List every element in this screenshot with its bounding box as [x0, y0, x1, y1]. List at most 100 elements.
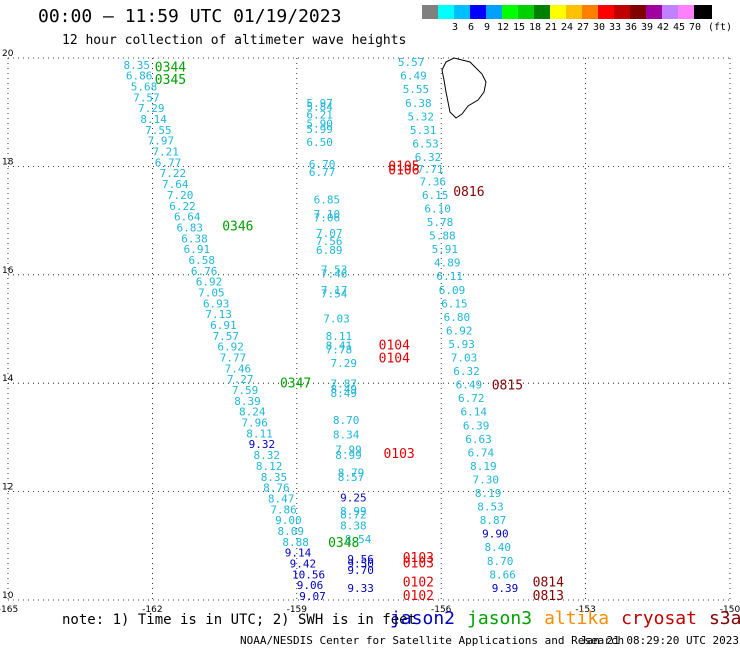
- wave-height-value: 9.33: [347, 582, 374, 595]
- wave-height-value: 10.56: [292, 568, 325, 581]
- wave-height-value: 6.70: [309, 158, 336, 171]
- scale-label: 3: [451, 22, 459, 33]
- wave-height-value: 7.27: [227, 373, 254, 386]
- pass-time-label: 0106: [388, 164, 419, 179]
- scale-swatch: [486, 5, 504, 19]
- wave-height-value: 8.19: [470, 460, 497, 473]
- pass-time-label: 0816: [453, 185, 484, 200]
- wave-height-value: 9.70: [347, 564, 374, 577]
- wave-height-value: 8.34: [333, 428, 360, 441]
- wave-height-value: 6.38: [405, 97, 432, 110]
- wave-height-value: 7.64: [162, 178, 189, 191]
- pass-time-label: 0344: [155, 61, 186, 76]
- wave-height-value: 6.91: [210, 319, 237, 332]
- wave-height-value: 5.88: [429, 230, 456, 243]
- wave-height-value: 5.78: [427, 216, 454, 229]
- wave-height-value: 6.93: [203, 297, 230, 310]
- wave-height-value: 6.92: [196, 276, 223, 289]
- wave-height-value: 8.88: [282, 536, 309, 549]
- wave-height-value: 5.32: [408, 110, 435, 123]
- lon-tick-label: -159: [287, 605, 308, 615]
- wave-height-value: 7.29: [330, 357, 357, 370]
- wave-height-value: 6.53: [412, 137, 439, 150]
- scale-swatch: [566, 5, 584, 19]
- lon-tick-label: -165: [0, 605, 18, 615]
- wave-height-value: 8.40: [485, 541, 512, 554]
- scale-label: 30: [592, 22, 606, 33]
- scale-label: 12: [496, 22, 510, 33]
- pass-time-label: 0102: [403, 589, 434, 604]
- wave-height-value: 7.03: [323, 312, 350, 325]
- wave-height-value: 6.15: [441, 297, 468, 310]
- wave-height-value: 5.99: [306, 123, 333, 136]
- wave-height-value: 9.14: [285, 547, 312, 560]
- scale-label: 27: [576, 22, 590, 33]
- pass-time-label: 0813: [533, 589, 564, 604]
- wave-height-value: 7.97: [148, 135, 175, 148]
- wave-height-value: 6.77: [155, 156, 182, 169]
- wave-height-value: 6.11: [436, 270, 463, 283]
- wave-height-value: 8.12: [256, 460, 282, 473]
- wave-height-value: 6.64: [174, 211, 201, 224]
- wave-height-value: 7.17: [321, 284, 348, 297]
- generated-timestamp: Jan 21 08:29:20 UTC 2023: [580, 634, 739, 647]
- wave-height-value: 5.97: [306, 97, 333, 110]
- wave-height-value: 6.92: [446, 324, 473, 337]
- legend-item-s3a: s3a: [708, 608, 740, 629]
- wave-height-value: 6.50: [306, 136, 333, 149]
- pass-time-label: 0347: [280, 377, 311, 392]
- scale-unit: (ft): [708, 22, 733, 33]
- wave-height-value: 6.77: [309, 166, 336, 179]
- lat-tick-label: 12: [2, 483, 13, 493]
- lon-tick-label: -153: [575, 605, 595, 615]
- wave-height-value: 8.09: [278, 525, 305, 538]
- page-title: 00:00 – 11:59 UTC 01/19/2023: [38, 6, 342, 27]
- scale-swatch: [694, 5, 712, 19]
- wave-height-value: 7.20: [167, 189, 194, 202]
- wave-height-value: 4.89: [434, 257, 461, 270]
- wave-height-value: 7.05: [198, 286, 225, 299]
- pass-time-label: 0103: [383, 447, 414, 462]
- wave-height-value: 8.35: [261, 471, 288, 484]
- lat-tick-label: 20: [2, 49, 14, 59]
- wave-height-value: 6.14: [460, 406, 487, 419]
- wave-height-value: 7.57: [133, 91, 160, 104]
- wave-height-value: 8.32: [253, 449, 279, 462]
- scale-swatch: [438, 5, 456, 19]
- page-subtitle: 12 hour collection of altimeter wave hei…: [62, 33, 407, 48]
- wave-height-value: 6.91: [184, 243, 211, 256]
- lat-tick-label: 18: [2, 157, 14, 167]
- wave-height-value: 7.53: [321, 264, 348, 277]
- wave-height-value: 8.66: [489, 568, 516, 581]
- wave-height-values: 8.356.865.687.577.298.147.557.977.216.77…: [124, 56, 519, 603]
- lat-tick-label: 10: [2, 591, 14, 601]
- wave-height-value: 8.99: [335, 449, 362, 462]
- wave-height-value: 7.46: [321, 268, 348, 281]
- wave-height-value: 6.83: [176, 221, 203, 234]
- wave-height-value: 8.54: [345, 533, 372, 546]
- wave-height-value: 7.06: [314, 212, 341, 225]
- wave-height-value: 6.49: [400, 70, 427, 83]
- wave-height-value: 7.99: [335, 444, 362, 457]
- wave-height-value: 7.46: [225, 362, 252, 375]
- wave-height-value: 8.99: [340, 505, 367, 518]
- wave-height-value: 6.58: [189, 254, 216, 267]
- wave-height-value: 6.74: [468, 446, 495, 459]
- wave-height-value: 9.42: [290, 557, 317, 570]
- wave-height-value: 8.41: [326, 340, 353, 353]
- wave-height-value: 7.87: [330, 378, 357, 391]
- scale-label: 45: [672, 22, 686, 33]
- lat-tick-label: 14: [2, 374, 14, 384]
- wave-height-value: 5.91: [432, 243, 459, 256]
- wave-height-value: 9.32: [249, 438, 276, 451]
- wave-height-value: 7.54: [321, 288, 348, 301]
- scale-label: 36: [624, 22, 638, 33]
- pass-time-label: 0104: [379, 352, 410, 367]
- wave-height-value: 7.29: [138, 102, 165, 115]
- wave-height-value: 8.53: [477, 501, 504, 514]
- wave-height-value: 7.57: [213, 330, 240, 343]
- scale-swatch: [454, 5, 472, 19]
- wave-height-value: 8.11: [246, 427, 273, 440]
- wave-height-value: 5.57: [398, 56, 425, 69]
